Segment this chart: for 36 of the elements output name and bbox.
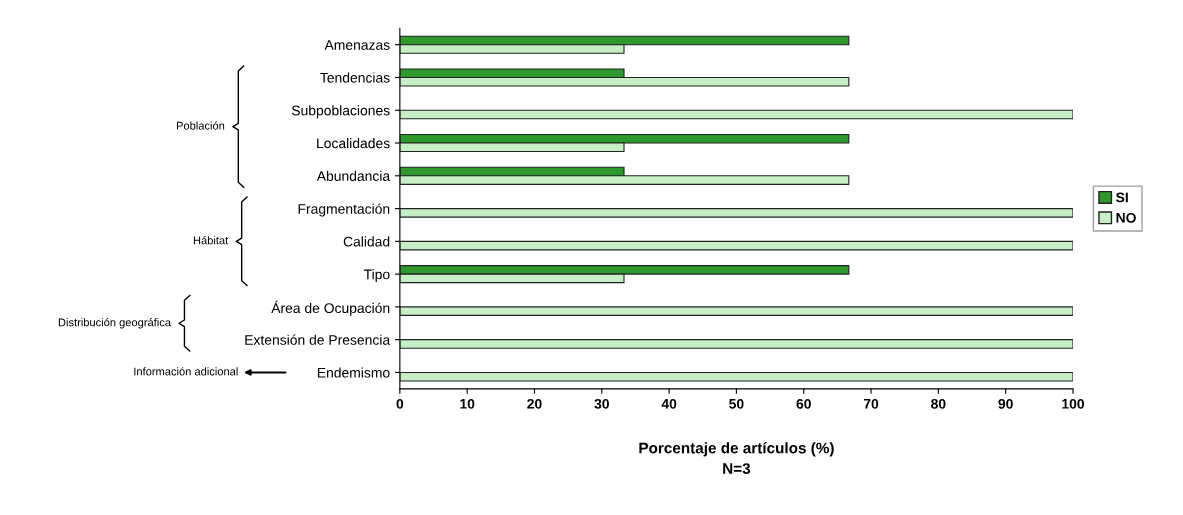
y-tick-label: Amenazas [324, 40, 390, 50]
legend-label: NO [1116, 212, 1136, 223]
bar [399, 306, 1073, 316]
x-tick-label: 90 [998, 398, 1013, 409]
legend-label: SI [1116, 192, 1128, 203]
x-tick-label: 50 [729, 398, 744, 409]
x-axis-title: Porcentaje de artículos (%) [639, 442, 834, 457]
y-tick-label: Tipo [363, 269, 390, 283]
x-tick-label: 10 [460, 398, 475, 409]
x-tick-label: 80 [931, 398, 946, 409]
y-tick-label: Extensión de Presencia [245, 334, 391, 345]
text: Distribución geográfica [58, 318, 171, 329]
x-tick-label: 70 [863, 398, 879, 409]
x-tick-label: 60 [796, 398, 811, 409]
y-tick-label: Endemismo [317, 367, 390, 378]
text: Hábitat [193, 236, 229, 245]
bar [399, 208, 1073, 218]
bar [399, 339, 1073, 349]
x-tick-label: 20 [527, 398, 542, 409]
bar [399, 109, 1073, 120]
y-tick-label: Abundancia [316, 170, 391, 181]
text: Población [176, 121, 225, 130]
y-tick-label: Subpoblaciones [291, 105, 390, 119]
x-tick-label: 40 [661, 398, 677, 409]
text: Información adicional [134, 367, 238, 376]
text: N=3 [723, 463, 751, 474]
y-tick-label: Fragmentación [298, 203, 390, 217]
x-tick-label: 100 [1062, 398, 1084, 409]
y-tick-label: Área de Ocupación [271, 300, 390, 316]
y-tick-label: Calidad [343, 236, 390, 247]
bar [399, 371, 1073, 382]
x-tick-label: 0 [396, 398, 404, 409]
y-tick-label: Tendencias [320, 72, 390, 83]
bar [399, 240, 1073, 251]
x-tick-label: 30 [594, 398, 609, 409]
y-tick-label: Localidades [317, 138, 390, 149]
